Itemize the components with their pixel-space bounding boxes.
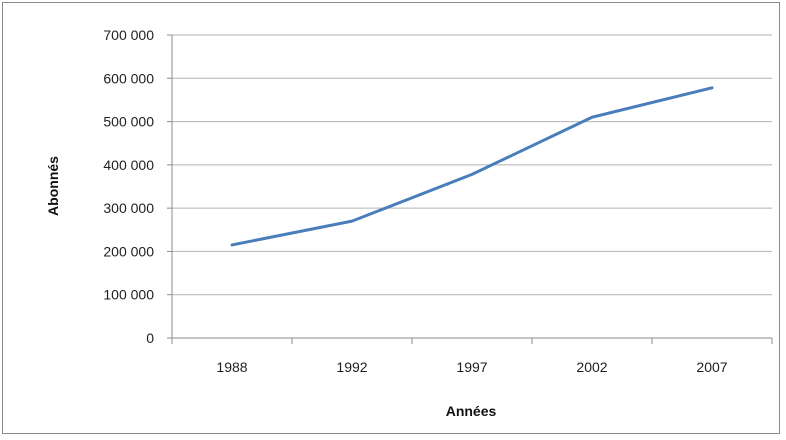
x-tick-label: 1997 <box>456 359 487 375</box>
y-axis-title: Abonnés <box>45 156 61 216</box>
series-layer <box>230 86 714 247</box>
x-tick-label: 2002 <box>576 359 607 375</box>
y-tick-label: 200 000 <box>103 243 154 259</box>
y-tick-label: 700 000 <box>103 27 154 43</box>
y-tick-labels: 0 100 000 200 000 300 000 400 000 500 000 600 … <box>103 27 154 346</box>
series-line <box>230 86 714 247</box>
gridlines <box>172 34 772 296</box>
axes <box>167 34 773 344</box>
y-tick-label: 500 000 <box>103 114 154 130</box>
y-tick-label: 300 000 <box>103 200 154 216</box>
y-tick-label: 600 000 <box>103 70 154 86</box>
y-tick-label: 100 000 <box>103 287 154 303</box>
y-tick-label: 0 <box>146 330 154 346</box>
chart-frame <box>2 2 780 434</box>
y-tick-label: 400 000 <box>103 157 154 173</box>
x-axis-title: Années <box>446 403 497 419</box>
x-tick-label: 2007 <box>696 359 727 375</box>
x-tick-label: 1992 <box>336 359 367 375</box>
x-tick-labels: 1988 1992 1997 2002 2007 <box>216 359 727 375</box>
x-tick-label: 1988 <box>216 359 247 375</box>
